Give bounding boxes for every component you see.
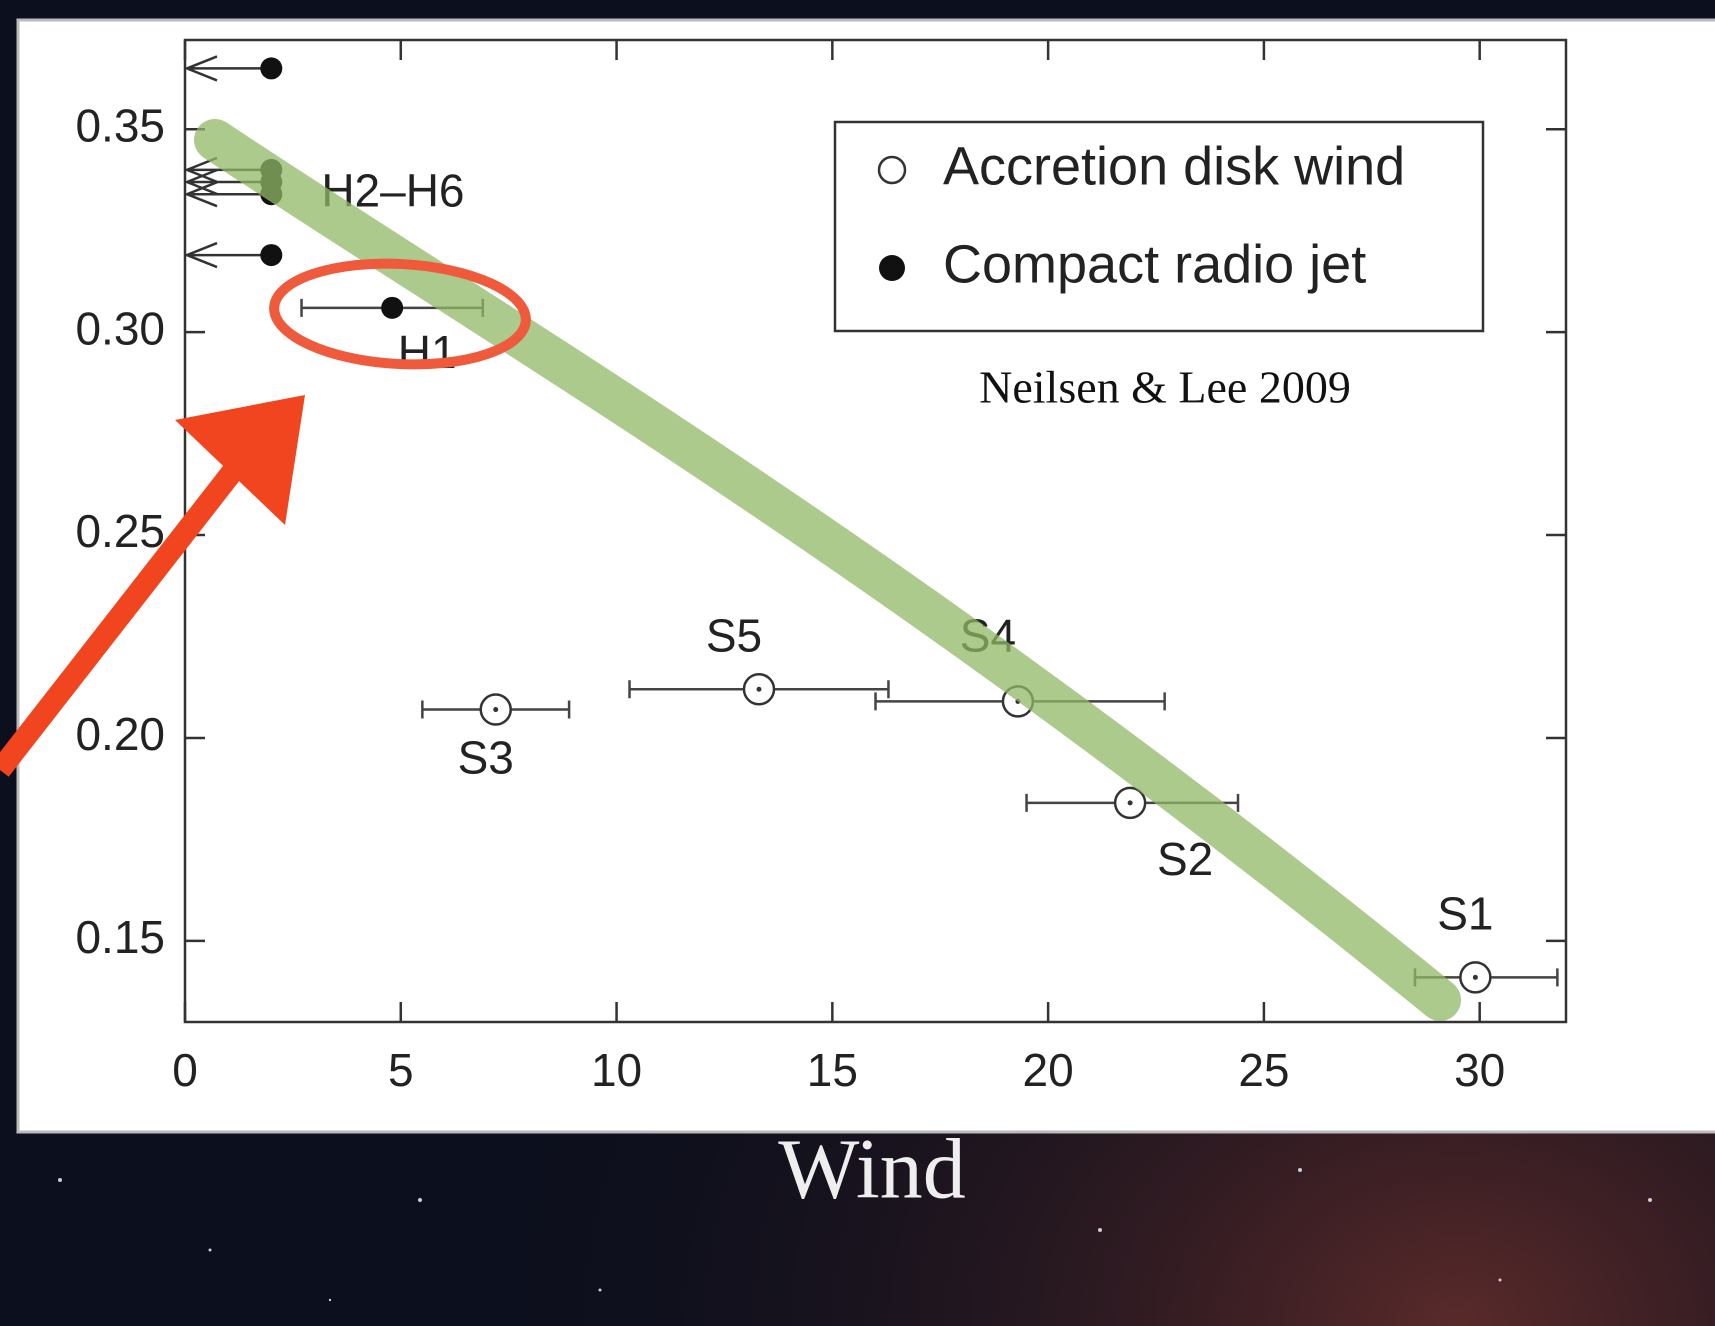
x-tick-label: 20 bbox=[1023, 1044, 1074, 1096]
arrow-shaft bbox=[0, 423, 274, 777]
x-tick-label: 30 bbox=[1454, 1044, 1505, 1096]
marker-dot bbox=[1472, 974, 1478, 980]
x-tick-label: 5 bbox=[388, 1044, 414, 1096]
y-tick-label: 0.20 bbox=[75, 708, 165, 760]
legend-marker bbox=[877, 155, 907, 185]
y-tick-label: 0.35 bbox=[75, 99, 165, 151]
caption: Wind bbox=[778, 1121, 966, 1217]
marker-dot bbox=[493, 707, 499, 713]
stars bbox=[58, 1168, 1652, 1302]
legend-marker bbox=[879, 255, 905, 281]
point-label: S3 bbox=[458, 732, 514, 784]
legend-label: Compact radio jet bbox=[943, 234, 1366, 294]
x-tick-label: 15 bbox=[807, 1044, 858, 1096]
point-label: S2 bbox=[1157, 833, 1213, 885]
filled-marker bbox=[381, 296, 404, 319]
point-label: H1 bbox=[398, 326, 457, 378]
point-label: S1 bbox=[1437, 888, 1493, 940]
y-tick-label: 0.15 bbox=[75, 911, 165, 963]
legend-label: Accretion disk wind bbox=[943, 136, 1405, 196]
y-tick-label: 0.25 bbox=[75, 505, 165, 557]
filled-marker bbox=[260, 57, 283, 80]
x-tick-label: 25 bbox=[1238, 1044, 1289, 1096]
filled-marker bbox=[260, 244, 283, 267]
y-tick-label: 0.30 bbox=[75, 302, 165, 354]
upper-limit-arrow bbox=[183, 181, 272, 208]
x-tick-label: 0 bbox=[172, 1044, 198, 1096]
x-tick-label: 10 bbox=[591, 1044, 642, 1096]
highlight-band bbox=[194, 119, 1461, 1021]
upper-limit-arrow bbox=[183, 241, 272, 269]
upper-limit-arrow bbox=[183, 55, 272, 82]
legend-box bbox=[833, 120, 1485, 333]
point-label: S5 bbox=[706, 609, 762, 661]
marker-dot bbox=[756, 686, 762, 692]
plot: 0 5 10 15 20 25 300.150.200.250.300.35S1S2S3S4… bbox=[75, 38, 1568, 1096]
marker-dot bbox=[1127, 800, 1133, 806]
arrow-head bbox=[175, 395, 305, 525]
highlight-ellipse bbox=[269, 258, 531, 370]
source-note: Neilsen & Lee 2009 bbox=[979, 362, 1351, 413]
